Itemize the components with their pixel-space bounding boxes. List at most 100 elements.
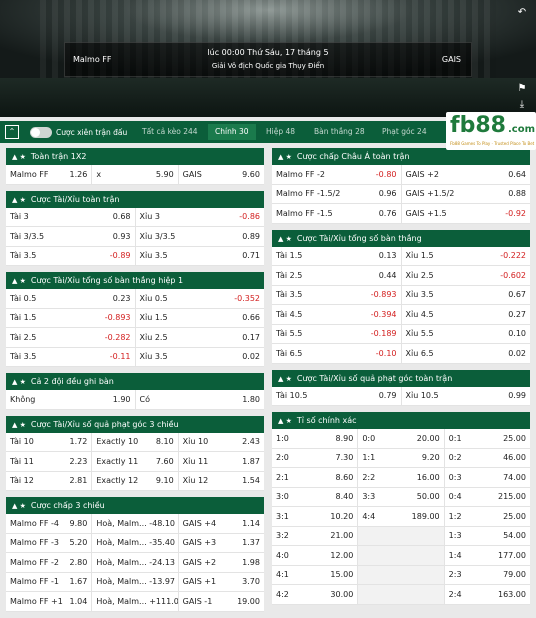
odds-cell[interactable]: Malmo FF -2 2.80 bbox=[6, 553, 93, 572]
odds-cell[interactable]: GAIS +1.5 -0.92 bbox=[402, 204, 531, 223]
odds-cell[interactable]: 4:1 15.00 bbox=[272, 565, 359, 584]
odds-cell[interactable]: Hoà, Malm... -3 5.40 bbox=[92, 533, 179, 552]
odds-cell[interactable]: GAIS -1 19.00 bbox=[179, 592, 264, 611]
collapse-star-icon[interactable]: ▲ ★ bbox=[12, 378, 26, 386]
odds-cell[interactable]: Xỉu 3.5 0.67 bbox=[402, 286, 531, 305]
odds-cell[interactable]: Hoà, Malm... -4 8.10 bbox=[92, 514, 179, 533]
odds-cell[interactable]: Tài 6.5 -0.10 bbox=[272, 344, 402, 363]
odds-cell[interactable]: Hoà, Malm... -2 4.13 bbox=[92, 553, 179, 572]
odds-cell[interactable]: Xỉu 2.5 0.17 bbox=[136, 328, 265, 347]
odds-cell[interactable]: Hoà, Malm... -1 3.97 bbox=[92, 572, 179, 591]
odds-cell[interactable]: Tài 1.5 0.13 bbox=[272, 246, 402, 265]
odds-cell[interactable]: 2:3 79.00 bbox=[445, 566, 530, 585]
back-arrow-icon[interactable]: ↶ bbox=[517, 7, 527, 18]
odds-cell[interactable]: 0:3 74.00 bbox=[445, 468, 530, 487]
odds-cell[interactable]: Xỉu 3/3.5 0.89 bbox=[136, 227, 265, 246]
market-header[interactable]: ▲ ★ Cược chấp Châu Á toàn trận bbox=[272, 148, 530, 165]
odds-cell[interactable]: 2:4 163.00 bbox=[445, 585, 530, 604]
odds-cell[interactable]: Tài 5.5 -0.189 bbox=[272, 324, 402, 343]
odds-cell[interactable]: Xỉu 12 1.54 bbox=[179, 472, 264, 491]
odds-cell[interactable]: Tài 12 2.81 bbox=[6, 471, 93, 490]
odds-cell[interactable]: 2:0 7.30 bbox=[272, 448, 359, 467]
collapse-star-icon[interactable]: ▲ ★ bbox=[278, 417, 292, 425]
odds-cell[interactable]: 3:2 21.00 bbox=[272, 526, 359, 545]
odds-cell[interactable]: Tài 4.5 -0.394 bbox=[272, 305, 402, 324]
odds-cell[interactable]: 1:3 54.00 bbox=[445, 527, 530, 546]
odds-cell[interactable]: Có 1.80 bbox=[136, 390, 265, 409]
odds-cell[interactable]: Malmo FF 1.26 bbox=[6, 165, 93, 184]
odds-cell[interactable]: Tài 3.5 -0.893 bbox=[272, 285, 402, 304]
market-header[interactable]: ▲ ★ Toàn trận 1X2 bbox=[6, 148, 264, 165]
odds-cell[interactable]: Xỉu 2.5 -0.602 bbox=[402, 266, 531, 285]
collapse-star-icon[interactable]: ▲ ★ bbox=[12, 420, 26, 429]
odds-cell[interactable]: Xỉu 4.5 0.27 bbox=[402, 305, 531, 324]
odds-cell[interactable]: 2:2 16.00 bbox=[358, 468, 445, 487]
chevron-up-icon[interactable]: ⌃ bbox=[5, 125, 19, 139]
odds-cell[interactable]: Xỉu 3.5 0.71 bbox=[136, 247, 265, 266]
odds-cell[interactable]: 2:1 8.60 bbox=[272, 468, 359, 487]
odds-cell[interactable]: GAIS +1.5/2 0.88 bbox=[402, 185, 531, 204]
pin-icon[interactable]: ⚑ bbox=[517, 83, 527, 94]
tab-half[interactable]: Hiệp 48 bbox=[266, 127, 296, 136]
odds-cell[interactable]: Không 1.90 bbox=[6, 390, 136, 409]
odds-cell[interactable]: Tài 3.5 -0.11 bbox=[6, 347, 136, 366]
market-header[interactable]: ▲ ★ Cược Tài/Xỉu số quả phạt góc 3 chiều bbox=[6, 415, 264, 433]
odds-cell[interactable]: Tài 3/3.5 0.93 bbox=[6, 227, 136, 246]
tab-goals[interactable]: Bàn thắng 28 bbox=[314, 127, 365, 136]
odds-cell[interactable]: Tài 3.5 -0.89 bbox=[6, 246, 136, 265]
odds-cell[interactable]: 0:2 46.00 bbox=[445, 449, 530, 468]
odds-cell[interactable]: Xỉu 1.5 0.66 bbox=[136, 309, 265, 328]
odds-cell[interactable]: 0:4 215.00 bbox=[445, 488, 530, 507]
odds-cell[interactable]: Xỉu 3.5 0.02 bbox=[136, 348, 265, 367]
odds-cell[interactable]: Xỉu 10.5 0.99 bbox=[402, 387, 531, 406]
odds-cell[interactable]: Xỉu 3 -0.86 bbox=[136, 208, 265, 227]
odds-cell[interactable]: x 5.90 bbox=[92, 165, 179, 184]
odds-cell[interactable]: Tài 3 0.68 bbox=[6, 207, 136, 226]
market-header[interactable]: ▲ ★ Cược Tài/Xỉu toàn trận bbox=[6, 190, 264, 208]
collapse-star-icon[interactable]: ▲ ★ bbox=[278, 234, 292, 243]
market-header[interactable]: ▲ ★ Cược Tài/Xỉu tổng số bàn thắng hiệp 1 bbox=[6, 272, 264, 289]
collapse-star-icon[interactable]: ▲ ★ bbox=[12, 153, 26, 161]
odds-cell[interactable]: Malmo FF -1.5 0.76 bbox=[272, 204, 402, 223]
market-header[interactable]: ▲ ★ Cược chấp 3 chiều bbox=[6, 497, 264, 514]
odds-cell[interactable]: Malmo FF -1.5/2 0.96 bbox=[272, 184, 402, 203]
odds-cell[interactable]: Xỉu 5.5 0.10 bbox=[402, 325, 531, 344]
odds-cell[interactable]: Malmo FF -2 -0.80 bbox=[272, 165, 402, 184]
odds-cell[interactable]: Tài 11 2.23 bbox=[6, 452, 93, 471]
odds-cell[interactable]: Malmo FF -4 9.80 bbox=[6, 514, 93, 533]
odds-cell[interactable]: Malmo FF -1 1.67 bbox=[6, 572, 93, 591]
market-header[interactable]: ▲ ★ Tỉ số chính xác bbox=[272, 412, 530, 429]
odds-cell[interactable]: 3:0 8.40 bbox=[272, 487, 359, 506]
odds-cell[interactable]: Tài 10 1.72 bbox=[6, 432, 93, 451]
tab-main[interactable]: Chính 30 bbox=[208, 124, 256, 140]
odds-cell[interactable]: 4:0 12.00 bbox=[272, 546, 359, 565]
odds-cell[interactable]: Exactly 12 9.10 bbox=[92, 471, 179, 490]
odds-cell[interactable]: 3:1 10.20 bbox=[272, 507, 359, 526]
market-header[interactable]: ▲ ★ Cả 2 đội đều ghi bàn bbox=[6, 373, 264, 390]
odds-cell[interactable]: Xỉu 11 1.87 bbox=[179, 452, 264, 471]
odds-cell[interactable]: Exactly 11 7.60 bbox=[92, 452, 179, 471]
odds-cell[interactable]: GAIS 9.60 bbox=[179, 165, 264, 184]
odds-cell[interactable]: GAIS +2 0.64 bbox=[402, 165, 531, 184]
odds-cell[interactable]: GAIS +4 1.14 bbox=[179, 514, 264, 533]
tab-corners[interactable]: Phạt góc 24 bbox=[382, 127, 427, 136]
odds-cell[interactable]: Exactly 10 8.10 bbox=[92, 432, 179, 451]
odds-cell[interactable]: Tài 0.5 0.23 bbox=[6, 289, 136, 308]
odds-cell[interactable]: Tài 10.5 0.79 bbox=[272, 386, 402, 405]
collapse-star-icon[interactable]: ▲ ★ bbox=[278, 153, 292, 161]
odds-cell[interactable]: 1:2 25.00 bbox=[445, 507, 530, 526]
odds-cell[interactable]: 4:4 189.00 bbox=[358, 507, 445, 526]
collapse-star-icon[interactable]: ▲ ★ bbox=[12, 277, 26, 285]
download-icon[interactable]: ⤓ bbox=[519, 99, 525, 110]
collapse-star-icon[interactable]: ▲ ★ bbox=[12, 502, 26, 510]
odds-cell[interactable]: Hoà, Malm... +111.00 bbox=[92, 592, 179, 611]
market-header[interactable]: ▲ ★ Cược Tài/Xỉu số quả phạt góc toàn trậ… bbox=[272, 369, 530, 387]
odds-cell[interactable]: 3:3 50.00 bbox=[358, 487, 445, 506]
odds-cell[interactable]: Tài 2.5 -0.282 bbox=[6, 328, 136, 347]
odds-cell[interactable]: 0:0 20.00 bbox=[358, 429, 445, 448]
market-header[interactable]: ▲ ★ Cược Tài/Xỉu tổng số bàn thắng bbox=[272, 229, 530, 247]
odds-cell[interactable]: 0:1 25.00 bbox=[445, 429, 530, 448]
odds-cell[interactable]: 1:1 9.20 bbox=[358, 448, 445, 467]
odds-cell[interactable]: Tài 1.5 -0.893 bbox=[6, 308, 136, 327]
odds-cell[interactable]: Malmo FF +1 1.04 bbox=[6, 592, 93, 611]
